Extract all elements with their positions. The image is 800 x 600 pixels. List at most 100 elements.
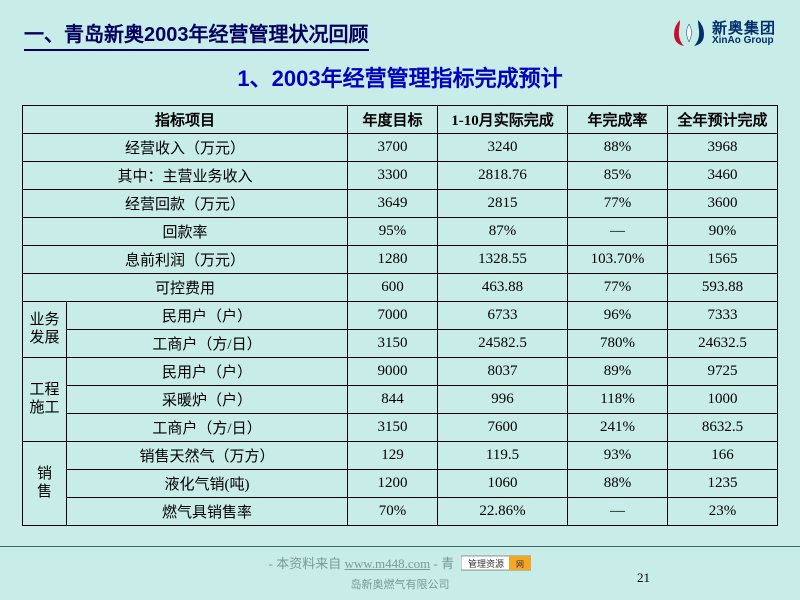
col-header: 全年预计完成 bbox=[668, 106, 778, 134]
metrics-table: 指标项目 年度目标 1-10月实际完成 年完成率 全年预计完成 经营收入（万元）… bbox=[22, 105, 778, 526]
table-row: 回款率95%87%—90% bbox=[23, 218, 778, 246]
cell: 1200 bbox=[348, 470, 438, 498]
cell: 89% bbox=[568, 358, 668, 386]
row-category: 工程施工 bbox=[23, 358, 67, 442]
row-label: 采暖炉（户） bbox=[67, 386, 348, 414]
row-label: 液化气销(吨) bbox=[67, 470, 348, 498]
subtitle: 1、2003年经营管理指标完成预计 bbox=[0, 61, 800, 93]
row-label: 民用户（户） bbox=[67, 302, 348, 330]
cell: 1060 bbox=[438, 470, 568, 498]
table-row: 其中：主营业务收入33002818.7685%3460 bbox=[23, 162, 778, 190]
cell: 3968 bbox=[668, 134, 778, 162]
section-title: 一、青岛新奥2003年经营管理状况回顾 bbox=[24, 18, 369, 51]
row-category: 销售 bbox=[23, 442, 67, 526]
table-row: 燃气具销售率70%22.86%—23% bbox=[23, 498, 778, 526]
cell: 3240 bbox=[438, 134, 568, 162]
cell: 7600 bbox=[438, 414, 568, 442]
cell: 1565 bbox=[668, 246, 778, 274]
cell: 7000 bbox=[348, 302, 438, 330]
col-header: 年完成率 bbox=[568, 106, 668, 134]
cell: 119.5 bbox=[438, 442, 568, 470]
cell: 85% bbox=[568, 162, 668, 190]
table-row: 工商户（方/日）315024582.5780%24632.5 bbox=[23, 330, 778, 358]
cell: 77% bbox=[568, 274, 668, 302]
cell: 90% bbox=[668, 218, 778, 246]
row-label: 经营回款（万元） bbox=[23, 190, 348, 218]
table-row: 工商户（方/日）31507600241%8632.5 bbox=[23, 414, 778, 442]
cell: 463.88 bbox=[438, 274, 568, 302]
cell: 2815 bbox=[438, 190, 568, 218]
row-label: 销售天然气（万方） bbox=[67, 442, 348, 470]
row-label: 回款率 bbox=[23, 218, 348, 246]
logo-text-en: XinAo Group bbox=[712, 36, 776, 46]
cell: 22.86% bbox=[438, 498, 568, 526]
cell: 77% bbox=[568, 190, 668, 218]
cell: — bbox=[568, 218, 668, 246]
page-number: 21 bbox=[637, 570, 650, 586]
row-label: 工商户（方/日） bbox=[67, 330, 348, 358]
cell: 2818.76 bbox=[438, 162, 568, 190]
cell: 129 bbox=[348, 442, 438, 470]
svg-text:网: 网 bbox=[516, 560, 524, 569]
cell: 1235 bbox=[668, 470, 778, 498]
table-row: 销售销售天然气（万方）129119.593%166 bbox=[23, 442, 778, 470]
table-row: 工程施工民用户（户）9000803789%9725 bbox=[23, 358, 778, 386]
row-label: 息前利润（万元） bbox=[23, 246, 348, 274]
cell: 241% bbox=[568, 414, 668, 442]
cell: 88% bbox=[568, 470, 668, 498]
row-label: 其中：主营业务收入 bbox=[23, 162, 348, 190]
cell: 3700 bbox=[348, 134, 438, 162]
col-header: 指标项目 bbox=[23, 106, 348, 134]
cell: 88% bbox=[568, 134, 668, 162]
cell: 3649 bbox=[348, 190, 438, 218]
table-row: 可控费用600463.8877%593.88 bbox=[23, 274, 778, 302]
cell: 9725 bbox=[668, 358, 778, 386]
logo-icon bbox=[672, 18, 706, 48]
footer-link: www.m448.com bbox=[344, 556, 430, 571]
cell: 844 bbox=[348, 386, 438, 414]
cell: 9000 bbox=[348, 358, 438, 386]
footer-suffix: - 青 bbox=[430, 556, 454, 571]
cell: 118% bbox=[568, 386, 668, 414]
table-row: 经营回款（万元）3649281577%3600 bbox=[23, 190, 778, 218]
cell: 3300 bbox=[348, 162, 438, 190]
cell: — bbox=[568, 498, 668, 526]
cell: 996 bbox=[438, 386, 568, 414]
cell: 8037 bbox=[438, 358, 568, 386]
cell: 3150 bbox=[348, 330, 438, 358]
cell: 93% bbox=[568, 442, 668, 470]
footer-logo-icon: 管理资源 网 bbox=[461, 554, 531, 576]
row-label: 可控费用 bbox=[23, 274, 348, 302]
cell: 600 bbox=[348, 274, 438, 302]
row-label: 经营收入（万元） bbox=[23, 134, 348, 162]
footer-line2: 岛新奥燃气有限公司 bbox=[351, 579, 450, 591]
cell: 1328.55 bbox=[438, 246, 568, 274]
footer: - 本资料来自 www.m448.com - 青 管理资源 网 岛新奥燃气有限公… bbox=[0, 546, 800, 592]
logo: 新奥集团 XinAo Group bbox=[672, 18, 776, 48]
cell: 87% bbox=[438, 218, 568, 246]
cell: 593.88 bbox=[668, 274, 778, 302]
cell: 6733 bbox=[438, 302, 568, 330]
cell: 166 bbox=[668, 442, 778, 470]
cell: 24632.5 bbox=[668, 330, 778, 358]
logo-text-cn: 新奥集团 bbox=[712, 21, 776, 36]
col-header: 1-10月实际完成 bbox=[438, 106, 568, 134]
cell: 1280 bbox=[348, 246, 438, 274]
cell: 780% bbox=[568, 330, 668, 358]
table-row: 采暖炉（户）844996118%1000 bbox=[23, 386, 778, 414]
table-row: 业务发展民用户（户）7000673396%7333 bbox=[23, 302, 778, 330]
cell: 23% bbox=[668, 498, 778, 526]
cell: 8632.5 bbox=[668, 414, 778, 442]
cell: 3600 bbox=[668, 190, 778, 218]
col-header: 年度目标 bbox=[348, 106, 438, 134]
table-header-row: 指标项目 年度目标 1-10月实际完成 年完成率 全年预计完成 bbox=[23, 106, 778, 134]
cell: 70% bbox=[348, 498, 438, 526]
cell: 95% bbox=[348, 218, 438, 246]
cell: 1000 bbox=[668, 386, 778, 414]
table-row: 液化气销(吨)1200106088%1235 bbox=[23, 470, 778, 498]
cell: 96% bbox=[568, 302, 668, 330]
cell: 103.70% bbox=[568, 246, 668, 274]
row-label: 燃气具销售率 bbox=[67, 498, 348, 526]
table-row: 息前利润（万元）12801328.55103.70%1565 bbox=[23, 246, 778, 274]
row-label: 民用户（户） bbox=[67, 358, 348, 386]
